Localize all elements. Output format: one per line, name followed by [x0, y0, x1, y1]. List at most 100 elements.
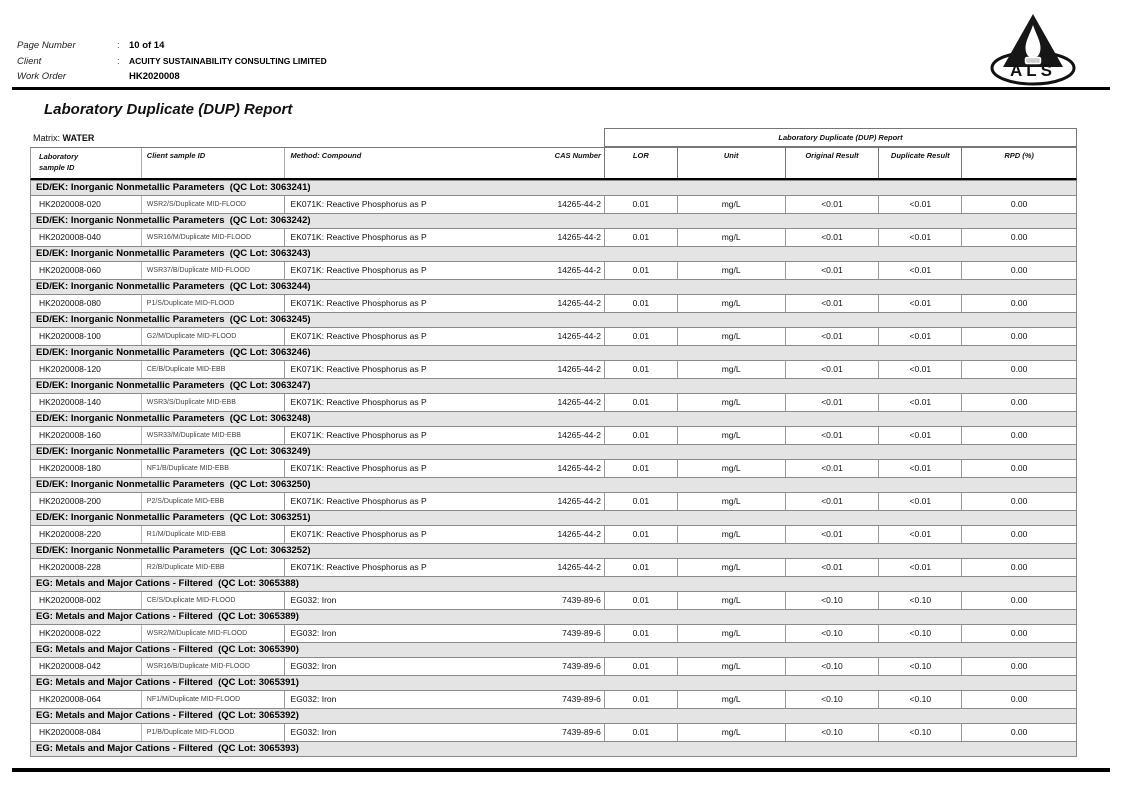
- cell-client-sample-id: WSR37/B/Duplicate MID-FLOOD: [140, 262, 284, 279]
- cell-method-compound: EK071K: Reactive Phosphorus as P: [283, 493, 529, 510]
- section-header: ED/EK: Inorganic Nonmetallic Parameters …: [31, 378, 1076, 394]
- section-header-label: EG: Metals and Major Cations - Filtered …: [36, 578, 299, 589]
- section-header: ED/EK: Inorganic Nonmetallic Parameters …: [31, 213, 1076, 229]
- cell-unit: mg/L: [676, 625, 785, 642]
- section-header-label: ED/EK: Inorganic Nonmetallic Parameters …: [36, 446, 311, 457]
- cell-rpd: 0.00: [961, 427, 1076, 444]
- cell-rpd: 0.00: [961, 262, 1076, 279]
- cell-unit: mg/L: [676, 724, 785, 741]
- meta-separator: :: [117, 40, 120, 51]
- table-row: HK2020008-084 P1/B/Duplicate MID-FLOOD E…: [31, 724, 1076, 741]
- cell-lor: 0.01: [603, 592, 677, 609]
- cell-unit: mg/L: [676, 460, 785, 477]
- cell-client-sample-id: NF1/B/Duplicate MID-EBB: [140, 460, 284, 477]
- cell-method-compound: EK071K: Reactive Phosphorus as P: [283, 526, 529, 543]
- cell-lor: 0.01: [603, 427, 677, 444]
- section-header-label: EG: Metals and Major Cations - Filtered …: [36, 611, 299, 622]
- cell-method-compound: EK071K: Reactive Phosphorus as P: [283, 460, 529, 477]
- cell-lor: 0.01: [603, 229, 677, 246]
- table-row: HK2020008-040 WSR16/M/Duplicate MID-FLOO…: [31, 229, 1076, 246]
- section-header: ED/EK: Inorganic Nonmetallic Parameters …: [31, 180, 1076, 196]
- cell-duplicate-result: <0.01: [878, 229, 961, 246]
- matrix-line: Matrix: WATER: [33, 133, 94, 143]
- cell-client-sample-id: P1/B/Duplicate MID-FLOOD: [140, 724, 284, 741]
- table-row: HK2020008-042 WSR16/B/Duplicate MID-FLOO…: [31, 658, 1076, 675]
- cell-client-sample-id: R2/B/Duplicate MID-EBB: [140, 559, 284, 576]
- table-group-header-row: Laboratory Duplicate (DUP) Report: [30, 128, 1077, 147]
- cell-duplicate-result: <0.01: [878, 394, 961, 411]
- section-header-label: EG: Metals and Major Cations - Filtered …: [36, 677, 299, 688]
- cell-lor: 0.01: [603, 625, 677, 642]
- cell-duplicate-result: <0.01: [878, 493, 961, 510]
- meta-label: Client: [17, 55, 42, 67]
- cell-method-compound: EK071K: Reactive Phosphorus as P: [283, 361, 529, 378]
- section-header-label: ED/EK: Inorganic Nonmetallic Parameters …: [36, 281, 311, 292]
- cell-lor: 0.01: [603, 559, 677, 576]
- cell-lab-sample-id: HK2020008-100: [39, 331, 101, 341]
- cell-lor: 0.01: [603, 724, 677, 741]
- cell-unit: mg/L: [676, 295, 785, 312]
- cell-unit: mg/L: [676, 559, 785, 576]
- table-row: HK2020008-140 WSR3/S/Duplicate MID-EBB E…: [31, 394, 1076, 411]
- als-logo-icon: ALS: [990, 14, 1076, 86]
- section-header-label: ED/EK: Inorganic Nonmetallic Parameters …: [36, 248, 311, 259]
- table-row: HK2020008-022 WSR2/M/Duplicate MID-FLOOD…: [31, 625, 1076, 642]
- cell-unit: mg/L: [676, 526, 785, 543]
- cell-method-compound: EK071K: Reactive Phosphorus as P: [283, 196, 529, 213]
- page-title: Laboratory Duplicate (DUP) Report: [44, 101, 293, 118]
- section-header-label: ED/EK: Inorganic Nonmetallic Parameters …: [36, 413, 311, 424]
- cell-unit: mg/L: [676, 493, 785, 510]
- section-header-label: ED/EK: Inorganic Nonmetallic Parameters …: [36, 347, 311, 358]
- cell-lor: 0.01: [603, 394, 677, 411]
- section-header: ED/EK: Inorganic Nonmetallic Parameters …: [31, 246, 1076, 262]
- cell-lab-sample-id: HK2020008-220: [39, 529, 101, 539]
- cell-rpd: 0.00: [961, 229, 1076, 246]
- cell-duplicate-result: <0.01: [878, 559, 961, 576]
- cell-cas-number: 7439-89-6: [562, 694, 601, 704]
- client-value: ACUITY SUSTAINABILITY CONSULTING LIMITED: [129, 55, 327, 66]
- cell-rpd: 0.00: [961, 724, 1076, 741]
- cell-duplicate-result: <0.01: [878, 262, 961, 279]
- cell-duplicate-result: <0.01: [878, 526, 961, 543]
- cell-lab-sample-id: HK2020008-040: [39, 232, 101, 242]
- table-row: HK2020008-002 CE/S/Duplicate MID-FLOOD E…: [31, 592, 1076, 609]
- footer-divider: [12, 768, 1110, 772]
- cell-lor: 0.01: [603, 526, 677, 543]
- cell-cas-number: 14265-44-2: [557, 496, 601, 506]
- cell-original-result: <0.10: [784, 625, 879, 642]
- section-header-label: EG: Metals and Major Cations - Filtered …: [36, 710, 299, 721]
- header-divider: [12, 87, 1110, 90]
- cell-lab-sample-id: HK2020008-042: [39, 661, 101, 671]
- cell-original-result: <0.01: [784, 262, 879, 279]
- meta-label: Page Number: [17, 40, 76, 51]
- section-header: EG: Metals and Major Cations - Filtered …: [31, 675, 1076, 691]
- section-header: ED/EK: Inorganic Nonmetallic Parameters …: [31, 279, 1076, 295]
- cell-cas-number: 14265-44-2: [557, 232, 601, 242]
- section-header: ED/EK: Inorganic Nonmetallic Parameters …: [31, 411, 1076, 427]
- cell-rpd: 0.00: [961, 559, 1076, 576]
- cell-lab-sample-id: HK2020008-080: [39, 298, 101, 308]
- cell-original-result: <0.10: [784, 658, 879, 675]
- section-header: ED/EK: Inorganic Nonmetallic Parameters …: [31, 312, 1076, 328]
- table-row: HK2020008-120 CE/B/Duplicate MID-EBB EK0…: [31, 361, 1076, 378]
- cell-lab-sample-id: HK2020008-140: [39, 397, 101, 407]
- column-header-client-sample-id: Client sample ID: [140, 148, 284, 178]
- cell-original-result: <0.01: [784, 328, 879, 345]
- cell-cas-number: 14265-44-2: [557, 364, 601, 374]
- cell-rpd: 0.00: [961, 526, 1076, 543]
- section-header: EG: Metals and Major Cations - Filtered …: [31, 741, 1076, 757]
- group-header-spacer: [30, 128, 604, 147]
- cell-lab-sample-id: HK2020008-180: [39, 463, 101, 473]
- cell-original-result: <0.01: [784, 394, 879, 411]
- cell-rpd: 0.00: [961, 658, 1076, 675]
- column-header-cas-number: CAS Number: [554, 151, 601, 160]
- cell-method-compound: EG032: Iron: [283, 658, 529, 675]
- cell-lab-sample-id: HK2020008-084: [39, 727, 101, 737]
- table-row: HK2020008-064 NF1/M/Duplicate MID-FLOOD …: [31, 691, 1076, 708]
- cell-cas-number: 7439-89-6: [562, 628, 601, 638]
- cell-client-sample-id: WSR16/M/Duplicate MID-FLOOD: [140, 229, 284, 246]
- cell-method-compound: EK071K: Reactive Phosphorus as P: [283, 262, 529, 279]
- cell-client-sample-id: P1/S/Duplicate MID-FLOOD: [140, 295, 284, 312]
- cell-lab-sample-id: HK2020008-022: [39, 628, 101, 638]
